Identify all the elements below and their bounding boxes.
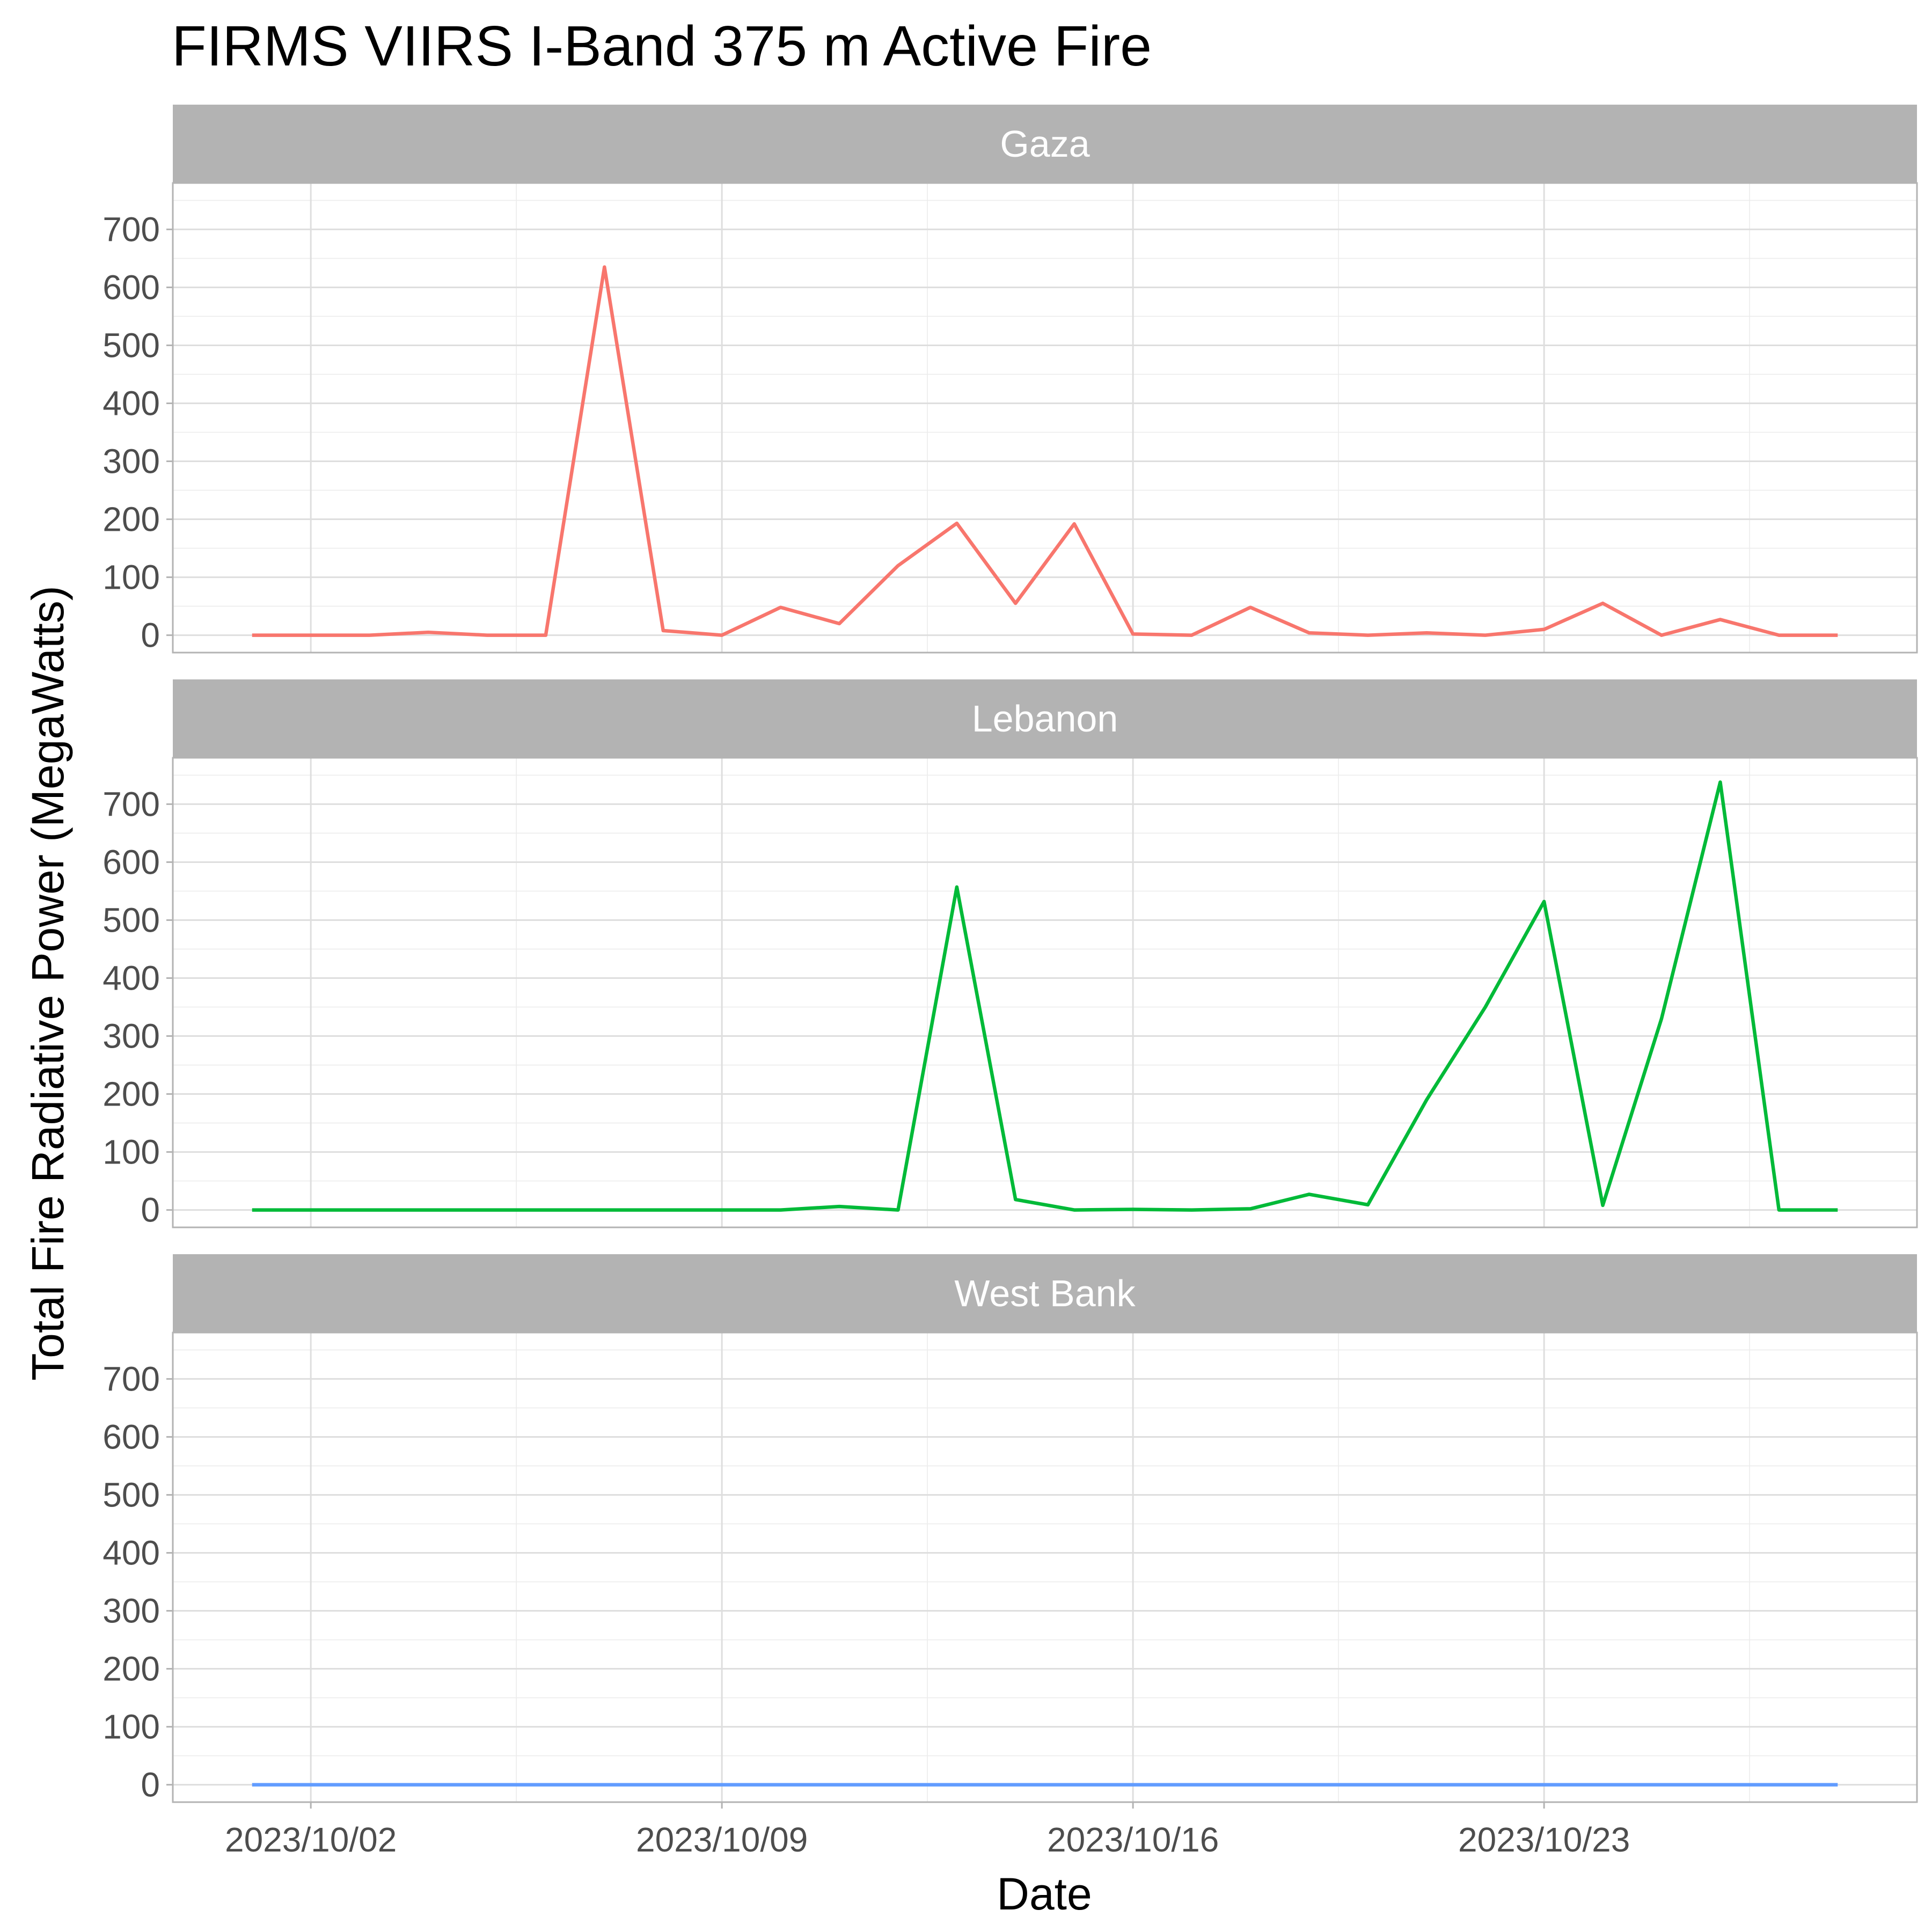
x-tick-label: 2023/10/09: [636, 1820, 808, 1859]
y-tick-label: 400: [103, 958, 160, 997]
facet-strip: [173, 679, 1917, 758]
x-axis-label: Date: [997, 1869, 1092, 1919]
panel-border: [172, 757, 1918, 1228]
panel-border: [172, 182, 1918, 654]
y-tick-label: 100: [103, 1133, 160, 1172]
facet-panels: Gaza 0 100 200 300 400 500 600 700 Lebanon 0 100 200…: [103, 105, 1918, 1859]
chart-title: FIRMS VIIRS I-Band 375 m Active Fire: [172, 14, 1152, 78]
facet-panel-west-bank: West Bank 0 100 200 300 400 500 600 700 2023/10/0…: [103, 1254, 1918, 1859]
y-tick-label: 600: [103, 268, 160, 306]
y-tick-label: 600: [103, 843, 160, 881]
y-axis-label: Total Fire Radiative Power (MegaWatts): [23, 586, 73, 1380]
y-tick-label: 200: [103, 1075, 160, 1114]
y-tick-label: 700: [103, 1359, 160, 1398]
y-tick-label: 700: [103, 785, 160, 823]
y-tick-label: 500: [103, 901, 160, 939]
y-tick-label: 500: [103, 1475, 160, 1514]
x-tick-label: 2023/10/02: [225, 1820, 397, 1859]
y-tick-label: 200: [103, 500, 160, 539]
y-tick-label: 0: [141, 616, 160, 655]
facet-strip-label: West Bank: [954, 1272, 1136, 1314]
y-tick-label: 500: [103, 326, 160, 364]
series-line-gaza: [252, 265, 1838, 637]
y-tick-label: 0: [141, 1766, 160, 1804]
y-tick-label: 300: [103, 1592, 160, 1630]
facet-strip-label: Gaza: [1000, 123, 1089, 165]
x-tick-label: 2023/10/16: [1047, 1820, 1219, 1859]
facet-strip-label: Lebanon: [972, 698, 1118, 740]
y-tick-label: 300: [103, 442, 160, 481]
panel-border: [172, 1331, 1918, 1803]
y-tick-label: 300: [103, 1017, 160, 1056]
facet-strip: [173, 105, 1917, 183]
facet-strip: [173, 1254, 1917, 1333]
y-tick-label: 600: [103, 1417, 160, 1456]
y-tick-label: 400: [103, 384, 160, 422]
y-tick-label: 0: [141, 1191, 160, 1230]
y-tick-label: 400: [103, 1533, 160, 1572]
y-tick-label: 100: [103, 558, 160, 597]
facet-panel-lebanon: Lebanon 0 100 200 300 400 500 600 700: [103, 679, 1918, 1230]
series-line-lebanon: [252, 780, 1838, 1212]
facet-panel-gaza: Gaza 0 100 200 300 400 500 600 700: [103, 105, 1918, 655]
y-tick-label: 100: [103, 1708, 160, 1746]
x-tick-label: 2023/10/23: [1458, 1820, 1630, 1859]
y-tick-label: 200: [103, 1650, 160, 1688]
y-tick-label: 700: [103, 210, 160, 248]
